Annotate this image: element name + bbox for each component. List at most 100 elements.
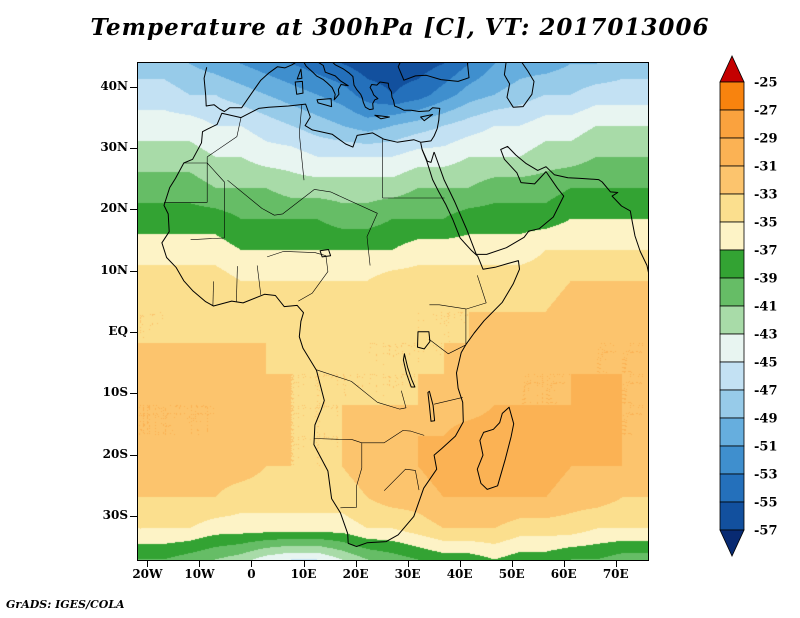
- colorbar-label: -49: [754, 412, 778, 427]
- colorbar-arrow-bottom: [719, 529, 745, 557]
- coastline: [402, 353, 416, 388]
- lat-tick-label: 20S: [102, 446, 128, 461]
- coastline: [476, 406, 515, 490]
- lon-tick: [511, 560, 513, 567]
- country-border: [316, 369, 378, 403]
- colorbar-arrow-top: [719, 55, 745, 83]
- lon-tick: [355, 560, 357, 567]
- coastline: [417, 331, 431, 350]
- country-border: [227, 179, 315, 216]
- colorbar-box: [719, 473, 745, 503]
- lon-tick-label: 20W: [132, 567, 163, 581]
- lat-tick: [130, 86, 137, 88]
- lat-tick-label: 30N: [100, 139, 128, 154]
- country-border: [183, 156, 208, 164]
- coastlines-overlay: [161, 63, 648, 547]
- lon-tick: [303, 560, 305, 567]
- country-border: [298, 255, 329, 302]
- colorbar-label: -37: [754, 244, 778, 259]
- colorbar-box: [719, 249, 745, 279]
- colorbar: -25 -27 -29 -31 -33 -35 -37 -39 -41 -43 -45 -47 -49 -…: [719, 55, 778, 557]
- lon-tick-label: 10W: [184, 567, 215, 581]
- lon-tick: [563, 560, 565, 567]
- lat-tick: [130, 331, 137, 333]
- colorbar-label: -25: [754, 76, 778, 91]
- country-border: [340, 442, 363, 509]
- country-border: [267, 251, 326, 258]
- lon-tick-label: 50E: [498, 567, 525, 581]
- lon-tick: [407, 560, 409, 567]
- chart-title: Temperature at 300hPa [C], VT: 201701300…: [90, 14, 710, 41]
- colorbar-label: -47: [754, 384, 778, 399]
- lat-tick-label: 10N: [100, 262, 128, 277]
- colorbar-box: [719, 193, 745, 223]
- colorbar-box: [719, 417, 745, 447]
- colorbar-box: [719, 361, 745, 391]
- coastline: [427, 390, 436, 422]
- colorbar-box: [719, 501, 745, 531]
- lat-tick-label: 10S: [102, 385, 128, 400]
- country-border: [190, 162, 225, 240]
- lon-tick-label: 70E: [602, 567, 629, 581]
- colorbar-label: -33: [754, 188, 778, 203]
- lat-tick: [130, 454, 137, 456]
- country-border: [377, 390, 407, 410]
- lat-tick-label: EQ: [108, 323, 128, 338]
- colorbar-label: -31: [754, 160, 778, 175]
- country-border: [313, 438, 362, 444]
- country-border: [428, 338, 466, 355]
- lat-tick-label: 30S: [102, 508, 128, 523]
- lat-tick: [130, 209, 137, 211]
- colorbar-box: [719, 389, 745, 419]
- country-border: [236, 266, 238, 302]
- lon-tick-label: 60E: [550, 567, 577, 581]
- colorbar-label: -53: [754, 468, 778, 483]
- country-border: [314, 189, 378, 214]
- colorbar-box: [719, 137, 745, 167]
- colorbar-label: -57: [754, 524, 778, 539]
- lon-tick-label: 30E: [394, 567, 421, 581]
- colorbar-label: -35: [754, 216, 778, 231]
- coastline: [294, 80, 304, 95]
- lat-tick-label: 40N: [100, 78, 128, 93]
- colorbar-label: -51: [754, 440, 778, 455]
- lon-tick: [459, 560, 461, 567]
- lon-tick-label: 40E: [446, 567, 473, 581]
- lon-tick: [147, 560, 149, 567]
- colorbar-box: [719, 221, 745, 251]
- coastline: [397, 63, 470, 82]
- country-border: [361, 430, 425, 444]
- coastline: [421, 149, 435, 163]
- lon-tick: [199, 560, 201, 567]
- coastline: [433, 145, 648, 273]
- coastline: [319, 249, 332, 258]
- colorbar-box: [719, 81, 745, 111]
- lon-tick: [251, 560, 253, 567]
- grads-credit: GrADS: IGES/COLA: [6, 598, 125, 611]
- coastline: [420, 114, 434, 122]
- colorbar-box: [719, 165, 745, 195]
- colorbar-box: [719, 109, 745, 139]
- coastline: [316, 98, 333, 108]
- country-border: [299, 104, 305, 181]
- country-border: [212, 281, 214, 307]
- coastline: [503, 63, 535, 108]
- colorbar-label: -45: [754, 356, 778, 371]
- lon-tick-label: 20E: [342, 567, 369, 581]
- colorbar-label: -29: [754, 132, 778, 147]
- colorbar-label: -55: [754, 496, 778, 511]
- coastline: [203, 63, 441, 143]
- lon-tick-label: 0: [247, 567, 256, 581]
- country-border: [434, 397, 463, 405]
- lat-tick: [130, 393, 137, 395]
- colorbar-box: [719, 445, 745, 475]
- colorbar-label: -39: [754, 272, 778, 287]
- colorbar-box: [719, 333, 745, 363]
- lat-tick: [130, 516, 137, 518]
- country-border: [256, 265, 262, 295]
- map-plot-area: [137, 62, 649, 561]
- coastline: [374, 114, 390, 120]
- coastline: [161, 103, 520, 547]
- colorbar-box: [719, 277, 745, 307]
